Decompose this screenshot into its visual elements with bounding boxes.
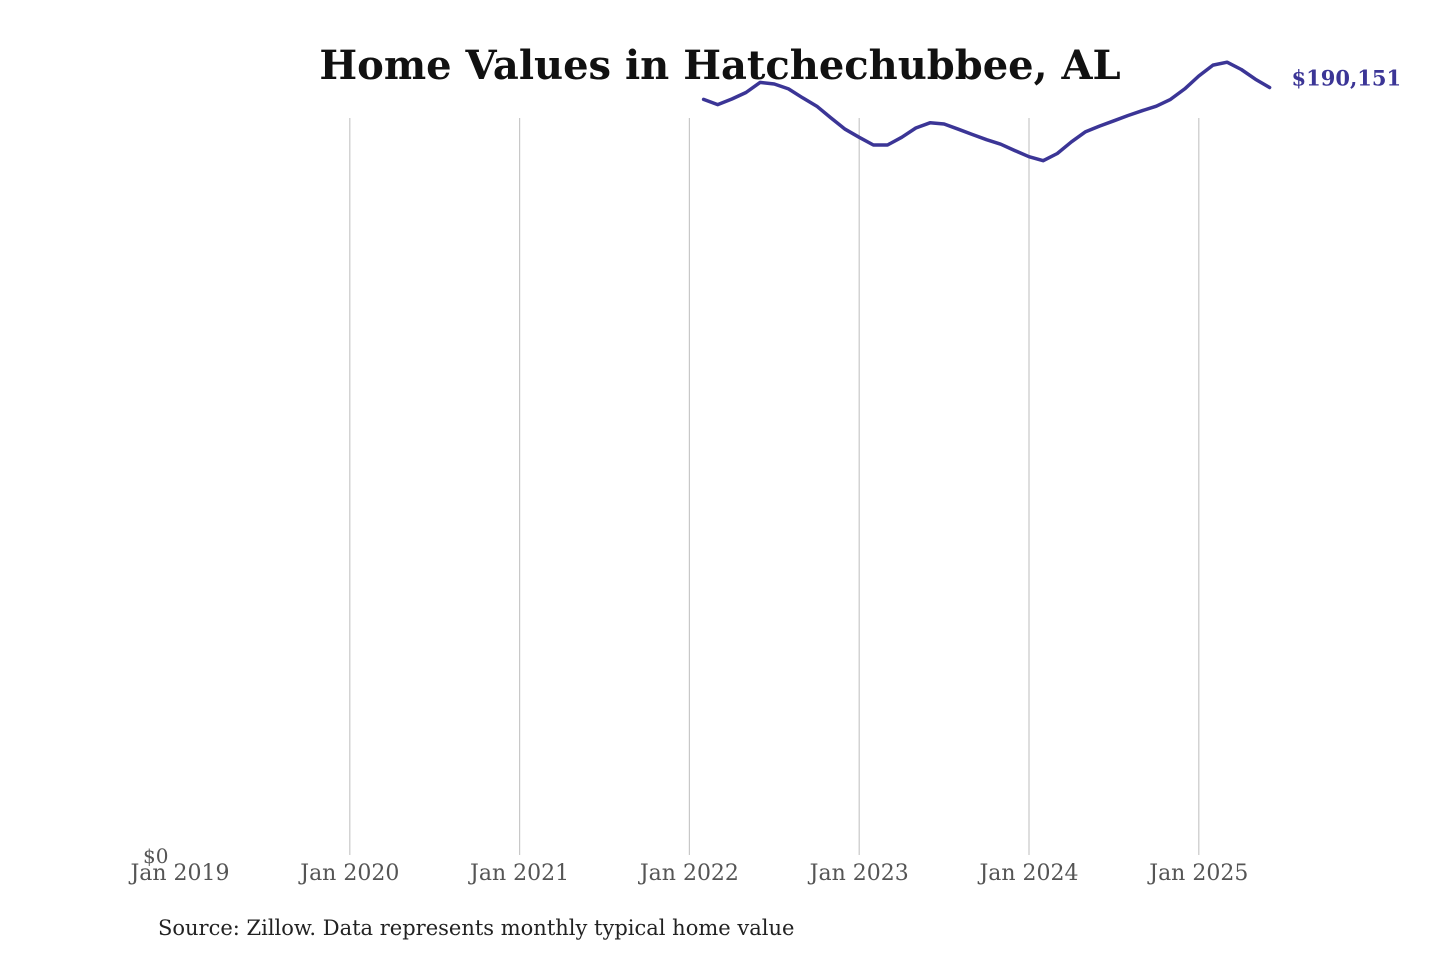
x-tick-label: Jan 2025 (1147, 861, 1248, 886)
x-tick-label: Jan 2019 (128, 861, 229, 886)
grid-lines (349, 118, 1200, 855)
x-tick-label: Jan 2022 (638, 861, 739, 886)
source-note: Source: Zillow. Data represents monthly … (158, 916, 795, 940)
chart-title: Home Values in Hatchechubbee, AL (319, 42, 1121, 89)
y-axis-tick-label: $0 (143, 844, 168, 868)
series-line (701, 60, 1272, 163)
x-tick-label: Jan 2024 (977, 861, 1078, 886)
end-value-label: $190,151 (1292, 65, 1402, 90)
x-tick-label: Jan 2021 (468, 861, 569, 886)
x-tick-label: Jan 2020 (298, 861, 399, 886)
x-axis-ticks: Jan 2019 Jan 2020 Jan 2021 Jan 2022 Jan 2023… (128, 861, 1248, 886)
x-tick-label: Jan 2023 (808, 861, 909, 886)
